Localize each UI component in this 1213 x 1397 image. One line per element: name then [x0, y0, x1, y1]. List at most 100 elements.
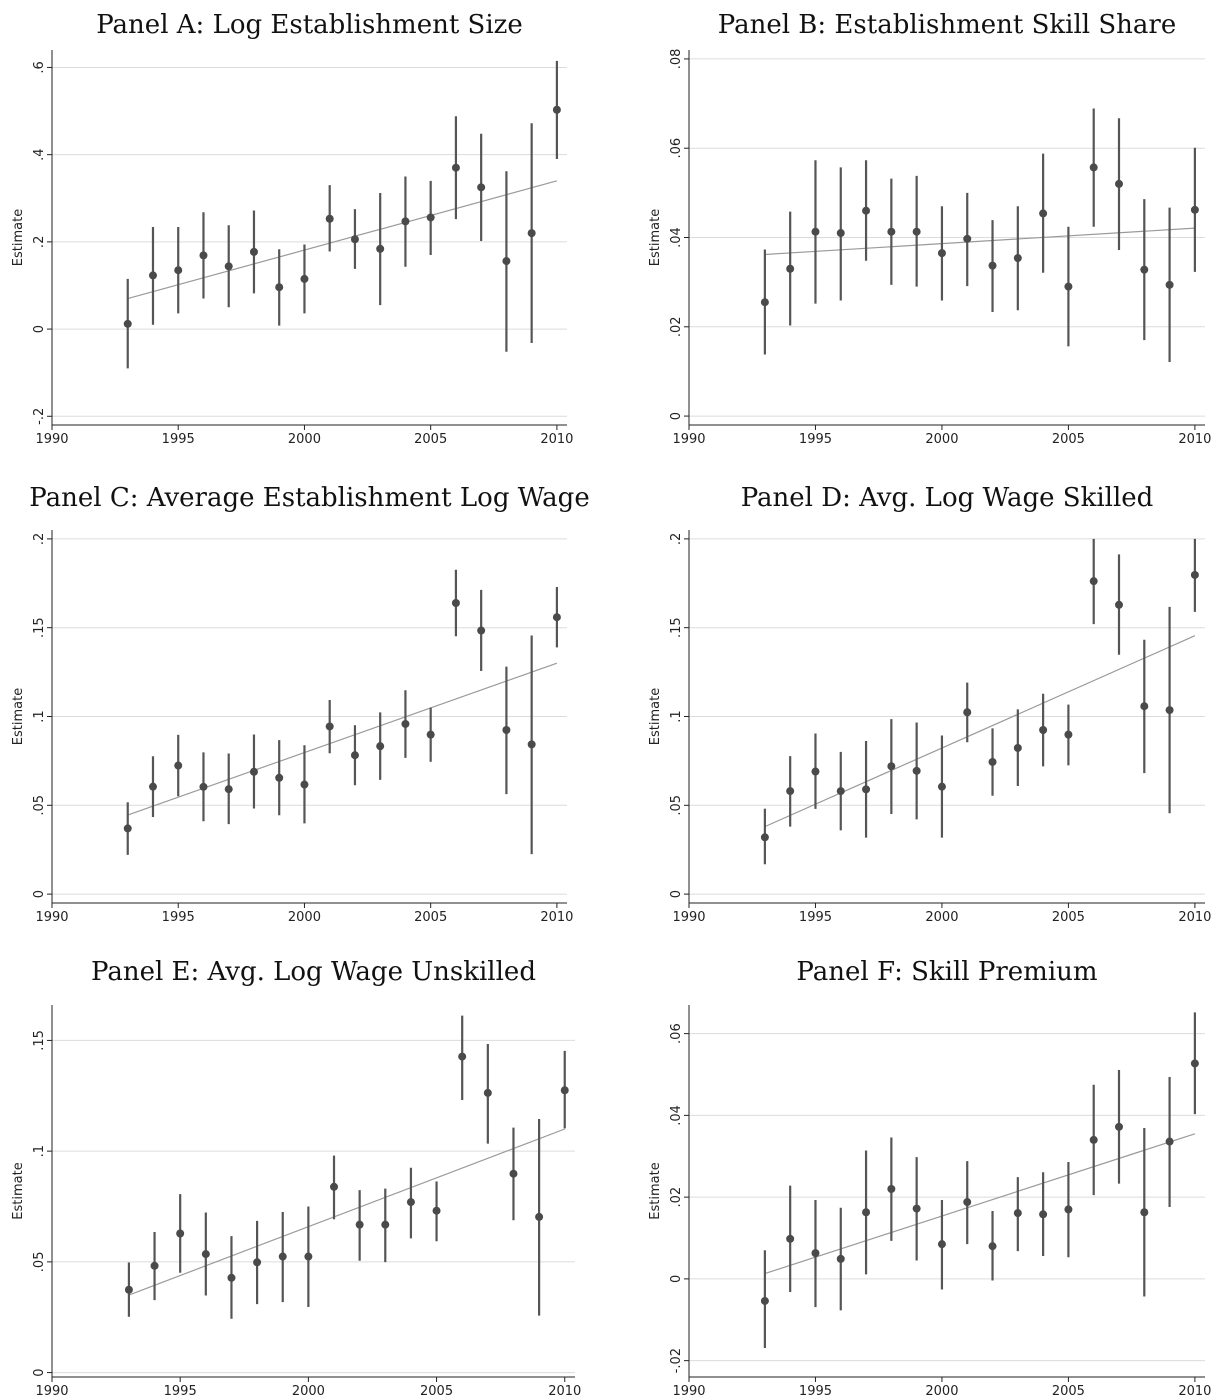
panel-b-x-tick-label: 2010 — [1178, 432, 1211, 447]
panel-f-point — [862, 1208, 871, 1217]
panel-f-point — [1190, 1059, 1199, 1068]
panel-c-x-tick-label: 1990 — [35, 910, 68, 925]
panel-d-point — [937, 782, 946, 791]
panel-f-point — [836, 1254, 845, 1263]
panel-e-point — [124, 1285, 133, 1294]
panel-a: Panel A: Log Establishment Size -.2 0 .2 .4… — [11, 10, 573, 447]
panel-d-point — [836, 787, 845, 796]
panel-b-point — [760, 298, 769, 307]
panel-a-point — [552, 105, 561, 114]
panel-f-x-tick-label: 2000 — [925, 1384, 958, 1397]
panel-a-point — [376, 244, 385, 253]
panel-e-fit-line — [128, 1128, 565, 1296]
panel-c-x-tick-label: 2000 — [288, 910, 321, 925]
panel-c-point — [275, 773, 284, 782]
panel-a-y-tick-label: -.2 — [32, 408, 47, 425]
panel-f-x-tick-label: 1995 — [799, 1384, 832, 1397]
panel-e-point — [432, 1206, 441, 1215]
panel-b-point — [1165, 280, 1174, 289]
panel-f-point — [1039, 1210, 1048, 1219]
panel-c-y-axis-title: Estimate — [11, 688, 26, 745]
panel-f-point — [1165, 1137, 1174, 1146]
panel-a-fit-line — [127, 180, 558, 300]
panel-b-title: Panel B: Establishment Skill Share — [718, 10, 1176, 40]
panel-e-y-axis-title: Estimate — [11, 1162, 26, 1219]
panel-e-y-tick-label: 0 — [32, 1368, 47, 1376]
panel-d-y-tick-label: 0 — [669, 890, 684, 898]
panel-b-y-tick-label: .08 — [669, 49, 684, 70]
panel-e-x-tick-label: 1995 — [164, 1384, 197, 1397]
panel-e-point — [381, 1220, 390, 1229]
panel-f-y-tick-label: -.02 — [669, 1348, 684, 1373]
panel-e-point — [304, 1252, 313, 1261]
panel-e-y-tick-label: .1 — [32, 1145, 47, 1157]
panel-e-point — [330, 1182, 339, 1191]
panel-a-point — [148, 271, 157, 280]
panel-f-point — [937, 1240, 946, 1249]
panel-d: Panel D: Avg. Log Wage Skilled 0 .05 .1 .15… — [648, 483, 1211, 925]
panel-d-point — [1064, 730, 1073, 739]
panel-e: Panel E: Avg. Log Wage Unskilled 0 .05 .1.… — [11, 957, 581, 1397]
panel-b-point — [1064, 282, 1073, 291]
panel-d-y-axis-title: Estimate — [648, 688, 663, 745]
panel-e-point — [150, 1261, 159, 1270]
panel-a-point — [249, 247, 258, 256]
panel-a-point — [401, 217, 410, 226]
panel-b-point — [887, 227, 896, 236]
panel-a-x-tick-label: 1995 — [162, 432, 195, 447]
panel-d-point — [760, 833, 769, 842]
panel-a-y-axis-title: Estimate — [11, 209, 26, 266]
panel-a-point — [477, 183, 486, 192]
panel-a-point — [123, 319, 132, 328]
panel-b-x-tick-label: 2005 — [1052, 432, 1085, 447]
panel-b-point — [1115, 179, 1123, 188]
panel-c-point — [527, 740, 536, 749]
panel-b-point — [912, 227, 921, 236]
panel-b-point — [811, 227, 820, 236]
panel-e-x-tick-label: 2005 — [420, 1384, 453, 1397]
panel-e-x-tick-label: 2010 — [548, 1384, 581, 1397]
panel-a-title: Panel A: Log Establishment Size — [96, 10, 523, 40]
panel-f-point — [1140, 1208, 1149, 1217]
panel-a-y-tick-label: .2 — [32, 236, 47, 248]
panel-a-point — [350, 235, 359, 244]
panel-d-point — [1140, 702, 1149, 711]
panel-f-point — [963, 1198, 972, 1207]
panel-d-x-tick-label: 1995 — [799, 910, 832, 925]
panel-d-fit-line — [764, 635, 1196, 828]
panel-b-y-tick-label: 0 — [669, 412, 684, 420]
panel-e-point — [227, 1273, 236, 1282]
panel-f-x-tick-label: 1990 — [672, 1384, 705, 1397]
panel-f-y-axis-title: Estimate — [648, 1162, 663, 1219]
panel-b: Panel B: Establishment Skill Share 0 .02.… — [648, 10, 1211, 447]
panel-c-point — [123, 824, 132, 833]
panel-a-point — [527, 229, 536, 238]
panel-f-x-tick-label: 2005 — [1052, 1384, 1085, 1397]
panel-f-point — [1115, 1122, 1123, 1131]
panel-b-y-tick-label: .04 — [669, 227, 684, 248]
panel-f-y-tick-label: .02 — [669, 1187, 684, 1208]
panel-e-point — [458, 1052, 467, 1061]
panel-a-y-tick-label: .4 — [32, 148, 47, 160]
panel-c-point — [249, 767, 258, 776]
panel-e-title: Panel E: Avg. Log Wage Unskilled — [91, 957, 536, 987]
panel-e-point — [176, 1229, 185, 1238]
panel-d-point — [862, 785, 871, 794]
panel-c-point — [224, 785, 233, 794]
panel-b-y-axis-title: Estimate — [648, 209, 663, 266]
panel-f-point — [1064, 1205, 1073, 1214]
panel-a-point — [174, 266, 183, 275]
panel-a-point — [275, 283, 284, 292]
panel-c-point — [552, 613, 561, 622]
panel-f-point — [887, 1184, 896, 1193]
panel-a-y-tick-label: 0 — [32, 325, 47, 333]
panel-c-point — [426, 730, 435, 739]
panel-f-point — [811, 1249, 820, 1258]
panel-b-fit-line — [764, 227, 1195, 256]
panel-c-point — [477, 626, 486, 635]
panel-a-x-tick-label: 2005 — [414, 432, 447, 447]
panel-d-point — [1165, 706, 1174, 715]
panel-d-y-tick-label: .05 — [669, 795, 684, 816]
panel-b-y-tick-label: .02 — [669, 316, 684, 337]
